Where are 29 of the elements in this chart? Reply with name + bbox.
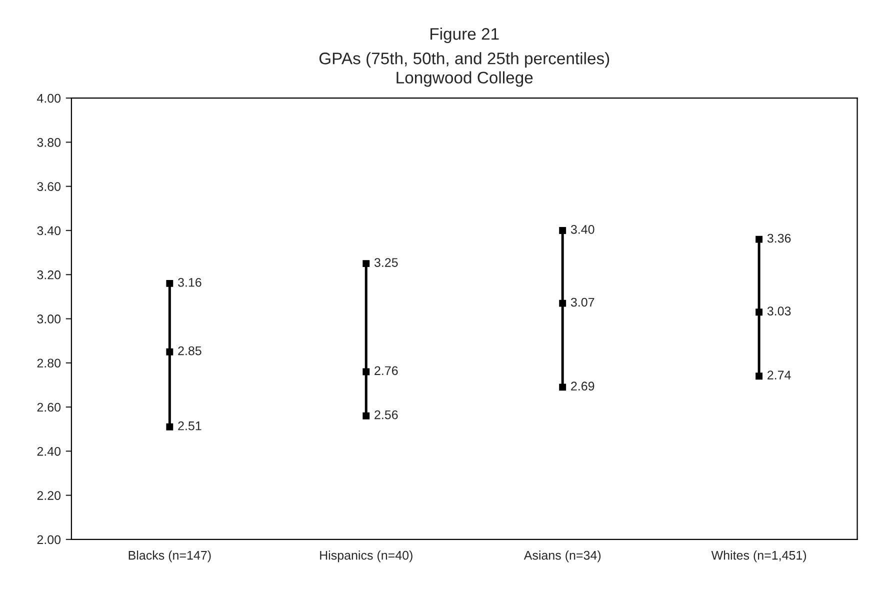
y-tick-label: 3.20 <box>37 270 61 280</box>
data-label: 3.36 <box>767 234 791 243</box>
data-label: 3.03 <box>767 306 791 316</box>
y-tick-label: 3.60 <box>37 182 61 192</box>
y-tick-label: 2.40 <box>37 446 61 456</box>
x-tick-label: Hispanics (n=40) <box>320 550 412 562</box>
data-label: 3.16 <box>178 278 202 287</box>
x-tick-label: Asians (n=34) <box>524 550 601 562</box>
y-tick-label: 3.40 <box>37 226 61 236</box>
chart-subtitle: GPAs (75th, 50th, and 25th percentiles) Longwood College <box>319 52 610 87</box>
y-tick-label: 2.60 <box>37 402 61 412</box>
y-tick-label: 2.00 <box>37 535 61 544</box>
data-label: 2.69 <box>571 382 594 391</box>
y-tick-label: 4.00 <box>36 94 61 103</box>
data-label: 3.25 <box>374 258 398 267</box>
chart-title: Figure 21 <box>430 28 499 44</box>
y-tick-label: 2.20 <box>37 491 61 500</box>
y-tick-label: 3.00 <box>37 314 61 324</box>
data-label: 2.76 <box>374 366 398 376</box>
x-tick-label: Blacks (n=147) <box>128 550 211 562</box>
data-label: 2.85 <box>178 346 202 356</box>
data-label: 2.74 <box>768 370 791 380</box>
data-label: 2.56 <box>374 410 398 420</box>
data-label: 3.07 <box>570 298 594 307</box>
y-tick-label: 3.80 <box>37 138 61 147</box>
x-tick-label: Whites (n=1,451) <box>711 550 806 562</box>
y-tick-label: 2.80 <box>37 358 61 368</box>
data-label: 3.40 <box>570 224 594 234</box>
data-label: 2.51 <box>178 421 202 430</box>
